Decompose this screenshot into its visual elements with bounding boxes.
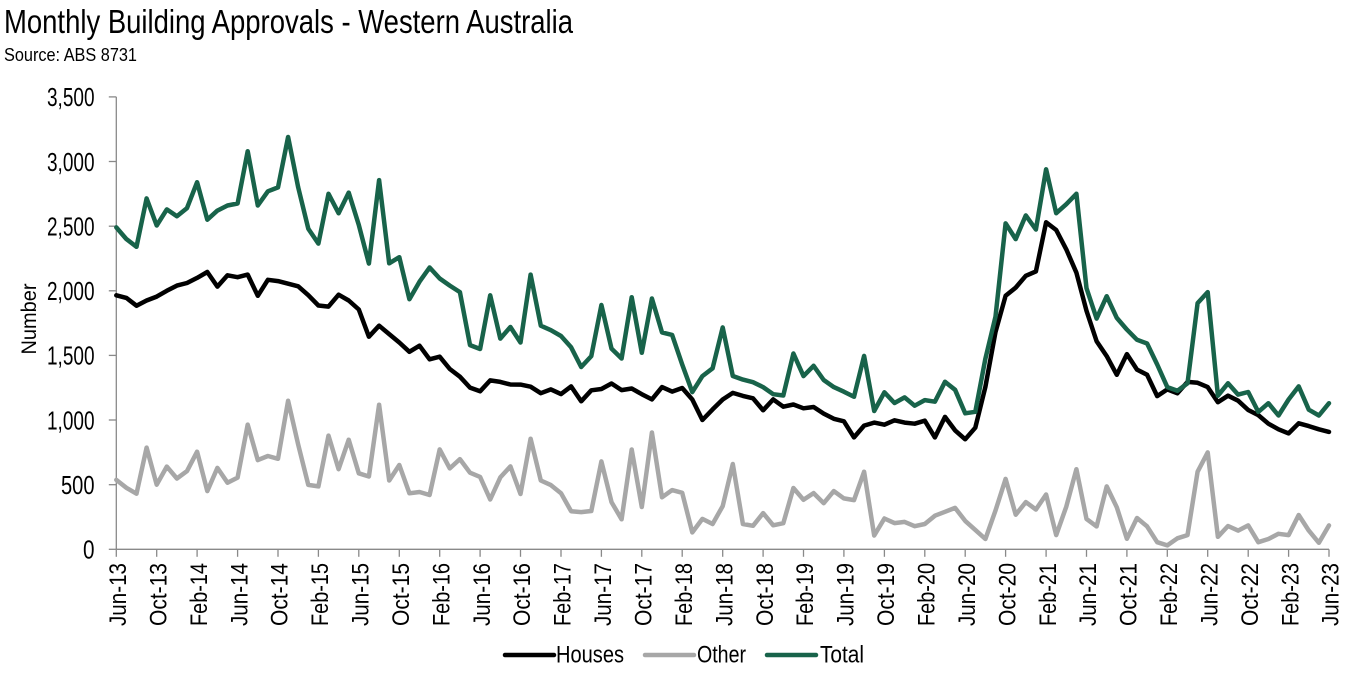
svg-text:Oct-14: Oct-14 [267, 563, 294, 626]
svg-text:Jun-21: Jun-21 [1075, 563, 1102, 626]
svg-text:Monthly Building Approvals - W: Monthly Building Approvals - Western Aus… [4, 3, 574, 40]
svg-text:1,000: 1,000 [47, 407, 95, 435]
svg-text:Oct-17: Oct-17 [631, 563, 658, 626]
svg-text:Jun-17: Jun-17 [590, 563, 617, 626]
svg-text:Feb-18: Feb-18 [671, 563, 698, 626]
svg-text:Jun-20: Jun-20 [954, 563, 981, 626]
svg-text:3,000: 3,000 [47, 149, 95, 177]
svg-text:Feb-19: Feb-19 [792, 563, 819, 626]
svg-text:Total: Total [820, 642, 864, 669]
svg-text:Feb-14: Feb-14 [186, 563, 213, 626]
svg-text:Feb-16: Feb-16 [428, 563, 455, 626]
svg-text:1,500: 1,500 [47, 343, 95, 371]
svg-text:500: 500 [61, 472, 95, 500]
svg-text:Feb-20: Feb-20 [914, 563, 941, 626]
svg-text:Houses: Houses [556, 642, 624, 669]
svg-text:3,500: 3,500 [47, 84, 95, 112]
svg-text:Jun-22: Jun-22 [1196, 563, 1223, 626]
svg-text:Jun-19: Jun-19 [833, 563, 860, 626]
svg-text:Oct-16: Oct-16 [509, 563, 536, 626]
svg-text:Feb-21: Feb-21 [1035, 563, 1062, 626]
svg-text:Jun-18: Jun-18 [711, 563, 738, 626]
svg-text:Oct-15: Oct-15 [388, 563, 415, 626]
svg-text:Oct-21: Oct-21 [1116, 563, 1143, 626]
svg-text:Oct-19: Oct-19 [873, 563, 900, 626]
svg-text:Jun-23: Jun-23 [1318, 563, 1345, 626]
svg-text:Jun-13: Jun-13 [105, 563, 132, 626]
svg-text:Feb-23: Feb-23 [1277, 563, 1304, 626]
svg-text:Number: Number [18, 284, 41, 355]
svg-text:Oct-13: Oct-13 [145, 563, 172, 626]
svg-text:Feb-17: Feb-17 [550, 563, 577, 626]
svg-text:Jun-15: Jun-15 [348, 563, 375, 626]
svg-text:Source: ABS 8731: Source: ABS 8731 [4, 44, 137, 65]
svg-text:0: 0 [83, 537, 95, 565]
svg-text:Jun-14: Jun-14 [226, 563, 253, 626]
svg-text:Other: Other [697, 642, 746, 669]
svg-text:Feb-15: Feb-15 [307, 563, 334, 626]
svg-text:Oct-22: Oct-22 [1237, 563, 1264, 626]
svg-text:Oct-18: Oct-18 [752, 563, 779, 626]
svg-text:2,000: 2,000 [47, 278, 95, 306]
svg-text:Feb-22: Feb-22 [1156, 563, 1183, 626]
svg-text:Oct-20: Oct-20 [994, 563, 1021, 626]
svg-text:Jun-16: Jun-16 [469, 563, 496, 626]
svg-text:2,500: 2,500 [47, 214, 95, 242]
